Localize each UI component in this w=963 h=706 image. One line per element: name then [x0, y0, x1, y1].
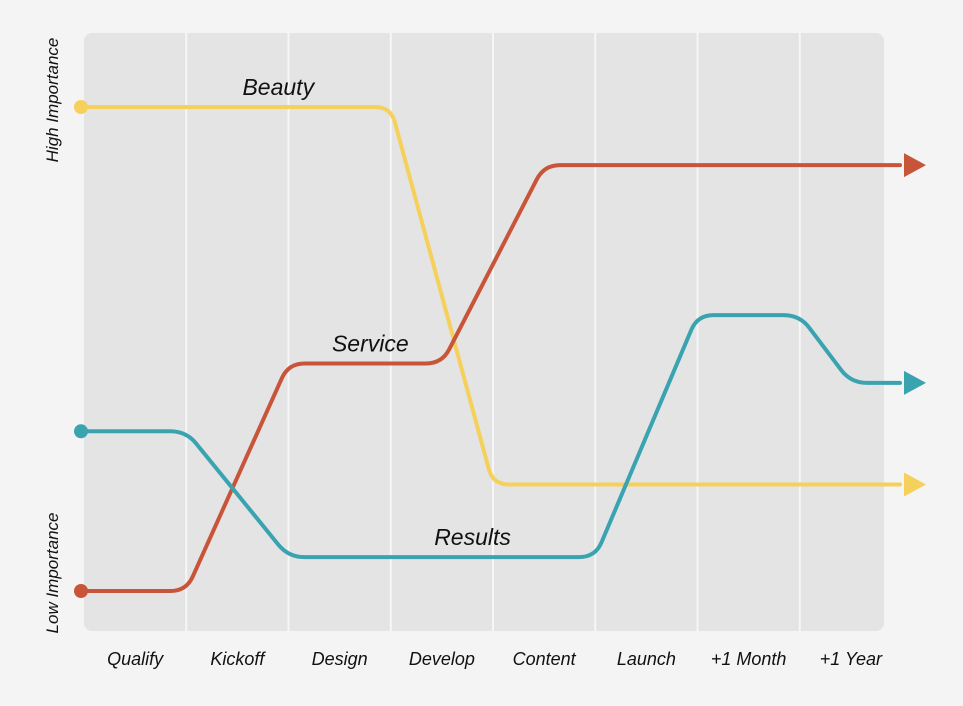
series-line-results: [82, 313, 902, 560]
series-start-dot-beauty: [74, 100, 88, 114]
y-axis-high-label: High Importance: [43, 38, 62, 163]
series-label-results: Results: [434, 524, 511, 550]
series-start-dot-results: [74, 424, 88, 439]
y-axis-low-label: Low Importance: [43, 513, 62, 634]
x-axis-ticks: Qualify Kickoff Design Develop Content Launch…: [107, 649, 883, 669]
series-start-dot-service: [74, 584, 88, 598]
series-lines: [74, 100, 926, 598]
series-labels: Beauty Service Results: [242, 74, 511, 550]
grid-lines: [185, 33, 801, 631]
tick-label-design: Design: [312, 649, 368, 669]
series-label-service: Service: [332, 331, 409, 357]
series-arrow-results: [904, 370, 926, 395]
tick-label-1-year: +1 Year: [820, 649, 883, 669]
plot-background: [84, 33, 884, 631]
series-line-service: [82, 163, 902, 593]
tick-label-develop: Develop: [409, 649, 475, 669]
tick-label-qualify: Qualify: [107, 649, 164, 669]
series-label-beauty: Beauty: [242, 74, 315, 100]
tick-label-launch: Launch: [617, 649, 676, 669]
series-arrow-beauty: [904, 472, 926, 497]
tick-label-kickoff: Kickoff: [210, 649, 266, 669]
tick-label-content: Content: [513, 649, 577, 669]
tick-label-1-month: +1 Month: [711, 649, 787, 669]
series-arrow-service: [904, 153, 926, 178]
series-line-beauty: [82, 105, 902, 487]
